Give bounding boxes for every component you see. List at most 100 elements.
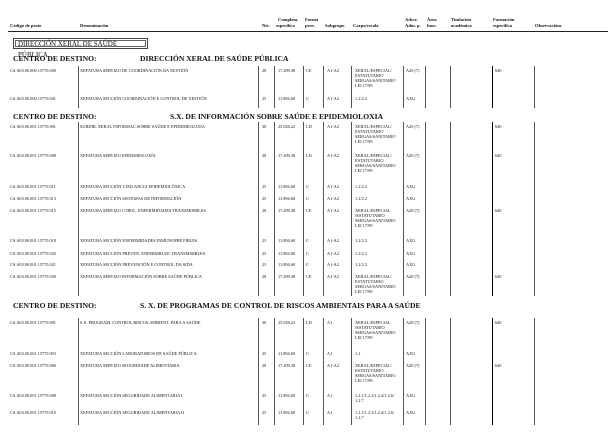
cell-code: CS.A03.00.000.15770.041 (10, 96, 56, 101)
cell-denominacion: XEFATURA SECCIÓN SEGURIDADE ALIMENTARIA … (80, 393, 183, 398)
column-divider (274, 318, 275, 425)
cell-denominacion: XEFATURA SECCIÓN PREVENCIÓN E CONTROL DA… (80, 262, 193, 267)
cell-code: CS.A03.00.001.15770.008 (10, 153, 56, 158)
header-especifico: específico (276, 23, 295, 28)
centro-name: S. X. DE PROGRAMAS DE CONTROL DE RISCOS … (140, 301, 421, 310)
cell-subgrupo: A1-A2 (327, 262, 339, 267)
cell-niv: 28 (262, 363, 267, 368)
cell-formacion: 640 (495, 208, 502, 213)
cell-niv: 28 (262, 208, 267, 213)
cell-code: CS.A03.00.001.15770.010 (10, 410, 56, 415)
cell-adscripcion: A20 (7) (406, 274, 420, 279)
centro-name: S.X. DE INFORMACIÓN SOBRE SAÚDE E EPIDEM… (170, 112, 384, 121)
cell-denominacion: XEFATURA SECCIÓN VIXILANCIA EPIDEMIOLÓXI… (80, 184, 186, 189)
cell-code: CS.A03.00.001.15770.013 (10, 196, 56, 201)
cell-adscripcion: AXG (406, 393, 416, 398)
cell-corpo: XERAL/ESPECIAL/ ESTATUTARIO SERGAS/SANIT… (355, 153, 396, 173)
cell-denominacion: XEFATURA SERVIZO DE COORDINACIÓN DA XEST… (80, 68, 189, 73)
cell-denominacion: XEFATURA SECCIÓN SISTEMAS DE INFORMACIÓN (80, 196, 182, 201)
cell-corpo: XERAL/ESPECIAL/ ESTATUTARIO SERGAS/SANIT… (355, 124, 396, 144)
cell-corpo: 1.2/2.2 (355, 238, 367, 243)
cell-denominacion: SUBDIR. XERAL INFORMAC.SOBRE SAÚDE E EPI… (80, 124, 205, 129)
cell-subgrupo: A1-A2 (327, 196, 339, 201)
column-divider (303, 318, 304, 425)
centro-name: DIRECCIÓN XERAL DE SAÚDE PÚBLICA (140, 54, 289, 63)
cell-adscripcion: A20 (7) (406, 320, 420, 325)
header-adm: Adm. p. (405, 23, 421, 28)
cell-code: CS.A03.00.001.15770.018 (10, 238, 56, 243)
header-func: func. (427, 23, 437, 28)
cell-code: CS.A03.00.000.15770.040 (10, 68, 56, 73)
cell-corpo: 1.2.1/1.2.3/1.2.4/1.2.6/ 1.2.7 (355, 410, 395, 420)
cell-corpo: 1.2/2.2 (355, 196, 367, 201)
column-divider (534, 122, 535, 296)
cell-denominacion: XEFATURA SECCIÓN SEGURIDADE ALIMENTARIA … (80, 410, 184, 415)
column-divider (303, 122, 304, 296)
cell-subgrupo: A1-A2 (327, 363, 339, 368)
cell-complemento: 11.894,68 (278, 351, 296, 356)
cell-formacion: 640 (495, 68, 502, 73)
header-forma: Forma (305, 17, 319, 22)
header-prov: prov. (305, 23, 315, 28)
cell-niv: 28 (262, 274, 267, 279)
cell-complemento: 11.894,68 (278, 251, 296, 256)
header-codigo: Código de posto (10, 23, 42, 28)
header-formacion: Formación (493, 17, 515, 22)
cell-formacion: 640 (495, 124, 502, 129)
cell-denominacion: XEFATURA SERVIZO CTROL. ENFERMIDADES TRA… (80, 208, 206, 213)
centro-label: CENTRO DE DESTINO: (13, 54, 97, 63)
column-divider (78, 66, 79, 108)
cell-subgrupo: A1-A2 (327, 238, 339, 243)
header-denominacion: Denominación (80, 23, 109, 28)
column-divider (323, 122, 324, 296)
column-divider (450, 66, 451, 108)
cell-forma: CE (306, 68, 312, 73)
cell-code: CS.A03.00.001.15770.021 (10, 262, 56, 267)
cell-adscripcion: AXG (406, 238, 416, 243)
cell-denominacion: XEFATURA SECCIÓN COORDINACIÓN E CONTROL … (80, 96, 207, 101)
cell-code: CS.A03.00.001.15770.001 (10, 124, 56, 129)
cell-subgrupo: A1-A2 (327, 68, 339, 73)
cell-adscripcion: AXG (406, 410, 416, 415)
column-divider (534, 318, 535, 425)
cell-denominacion: S.X. PROGRAM. CONTROL RISCOS AMBIENT. PA… (80, 320, 201, 325)
cell-code: CS.A03.00.001.15770.001 (10, 320, 56, 325)
cell-subgrupo: A1-A2 (327, 124, 339, 129)
column-divider (351, 318, 352, 425)
column-divider (492, 318, 493, 425)
cell-forma: C (306, 262, 309, 267)
cell-corpo: XERAL/ESPECIAL/ ESTATUTARIO SERGAS/SANIT… (355, 68, 396, 88)
cell-complemento: 17.499,38 (278, 274, 296, 279)
cell-adscripcion: A20 (7) (406, 153, 420, 158)
cell-denominacion: XEFATURA SERVIZO EPIDEMIOLOXÍA (80, 153, 156, 158)
cell-complemento: 17.499,38 (278, 363, 296, 368)
column-divider (534, 66, 535, 108)
cell-corpo: 1.2 (355, 351, 361, 356)
cell-corpo: XERAL/ESPECIAL/ ESTATUTARIO SERGAS/SANIT… (355, 274, 396, 294)
cell-denominacion: XEFATURA SERVIZO SEGURIDADE ALIMENTARIA (80, 363, 180, 368)
cell-adscripcion: A20 (7) (406, 208, 420, 213)
cell-code: CS.A03.00.001.15770.030 (10, 274, 56, 279)
cell-niv: 25 (262, 184, 267, 189)
cell-complemento: 11.894,68 (278, 410, 296, 415)
cell-complemento: 11.894,68 (278, 184, 296, 189)
header-observacions: Observacións (535, 23, 562, 28)
cell-corpo: 1.2/2.2 (355, 96, 367, 101)
cell-adscripcion: A20 (7) (406, 363, 420, 368)
cell-subgrupo: A1 (327, 393, 333, 398)
header-titulacion: Titulación (451, 17, 472, 22)
header-corpo: Corpo/escala (353, 23, 379, 28)
cell-niv: 25 (262, 251, 267, 256)
column-divider (351, 66, 352, 108)
cell-formacion: 640 (495, 274, 502, 279)
cell-niv: 25 (262, 410, 267, 415)
cell-adscripcion: AXG (406, 262, 416, 267)
cell-complemento: 25.026,22 (278, 124, 296, 129)
cell-complemento: 11.894,68 (278, 393, 296, 398)
cell-niv: 25 (262, 196, 267, 201)
header-academica: académica (451, 23, 472, 28)
header-subgrupo: Subgrupo (325, 23, 345, 28)
cell-code: CS.A03.00.001.15770.008 (10, 393, 56, 398)
cell-formacion: 640 (495, 363, 502, 368)
cell-corpo: XERAL/ESPECIAL /ESTATUTARIO SERGAS/SANIT… (355, 320, 396, 340)
